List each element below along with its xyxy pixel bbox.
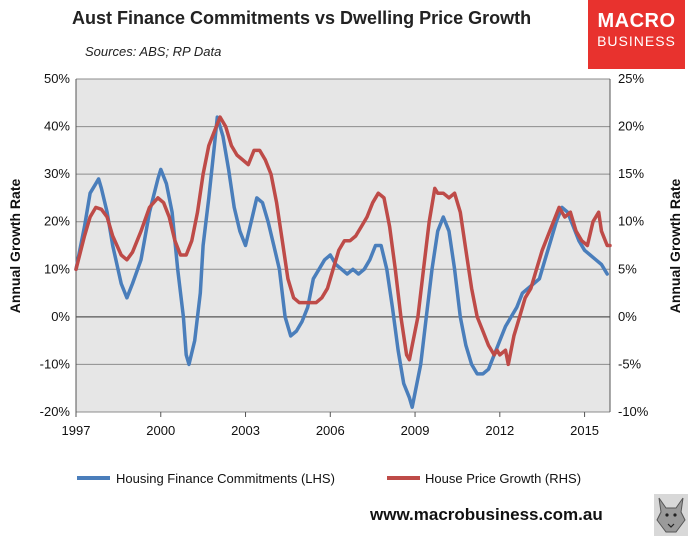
y-right-tick-label: 0% [618, 309, 637, 324]
x-tick-label: 2009 [401, 423, 430, 438]
y-left-tick-label: 30% [44, 166, 70, 181]
y-left-tick-label: 40% [44, 119, 70, 134]
y-right-tick-label: -5% [618, 356, 642, 371]
y-left-tick-label: -10% [40, 356, 71, 371]
legend-label: House Price Growth (RHS) [425, 471, 581, 486]
series-line-housing-finance [74, 115, 609, 409]
macrobusiness-logo: MACRO BUSINESS [588, 0, 685, 69]
legend-label: Housing Finance Commitments (LHS) [116, 471, 335, 486]
chart-title: Aust Finance Commitments vs Dwelling Pri… [72, 8, 532, 28]
logo-line-1: MACRO [597, 10, 676, 32]
series-group [74, 115, 612, 409]
y-left-tick-label: 50% [44, 71, 70, 86]
chart-subtitle: Sources: ABS; RP Data [85, 44, 222, 59]
y-right-tick-label: 10% [618, 214, 644, 229]
x-tick-label: 2000 [146, 423, 175, 438]
x-tick-label: 2012 [485, 423, 514, 438]
logo-line-2: BUSINESS [597, 33, 676, 49]
website-url[interactable]: www.macrobusiness.com.au [370, 505, 603, 524]
y-right-tick-label: 15% [618, 166, 644, 181]
y-left-tick-label: -20% [40, 404, 71, 419]
x-tick-label: 1997 [62, 423, 91, 438]
y-left-tick-label: 0% [51, 309, 70, 324]
x-tick-label: 2015 [570, 423, 599, 438]
y-right-tick-label: 5% [618, 261, 637, 276]
y-axis-left-title: Annual Growth Rate [7, 179, 23, 314]
y-axis-right-title: Annual Growth Rate [667, 179, 683, 314]
axis-ticks: -20% -10% 0% 10% 20% 30% 40% 50% -10% -5% 0% 5% 10% 1… [40, 71, 649, 438]
series-line-house-price [74, 115, 612, 367]
legend: Housing Finance Commitments (LHS) House P… [77, 471, 581, 486]
y-right-tick-label: 20% [618, 119, 644, 134]
y-right-tick-label: 25% [618, 71, 644, 86]
wolf-logo-icon [654, 494, 688, 536]
gridlines [76, 78, 610, 413]
y-left-tick-label: 20% [44, 214, 70, 229]
x-tick-label: 2006 [316, 423, 345, 438]
y-left-tick-label: 10% [44, 261, 70, 276]
y-right-tick-label: -10% [618, 404, 649, 419]
x-tick-label: 2003 [231, 423, 260, 438]
